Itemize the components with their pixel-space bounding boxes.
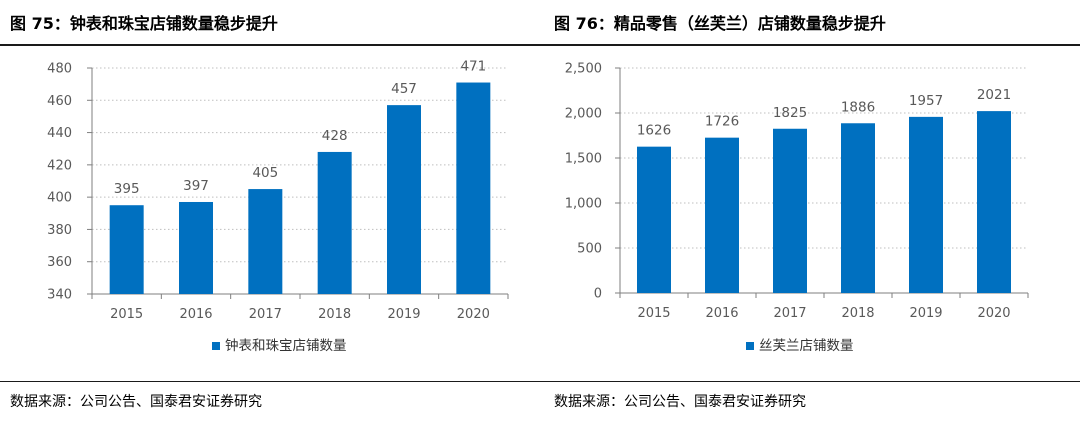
x-tick-label: 2016 [179,307,212,322]
bar-2020 [977,111,1011,293]
figure-title: 图 75：钟表和珠宝店铺数量稳步提升 [10,14,278,33]
bar-2018 [317,151,352,294]
legend: 丝芙兰店铺数量 [746,337,854,354]
bar-2020 [456,82,491,295]
data-label: 1626 [637,123,671,139]
y-tick-label: 500 [577,242,602,257]
x-tick-label: 2015 [637,306,670,321]
legend-swatch [212,342,220,350]
x-tick-label: 2019 [387,307,420,322]
watch-jewelry-store-chart: 340 360 380 400 420 440 460 480 395 2015 397 2016 40… [47,59,509,354]
sephora-store-chart: 0 500 1,000 1,500 2,000 2,500 1626 2015 1726 2016… [565,62,1029,354]
y-tick-label: 1,000 [565,197,602,212]
y-tick-label: 2,000 [565,107,602,122]
y-tick-label: 440 [47,126,72,141]
data-label: 1957 [909,93,943,109]
source-rule [0,381,544,382]
x-tick-label: 2018 [841,306,874,321]
y-tick-label: 340 [47,288,72,303]
x-tick-label: 2019 [909,306,942,321]
data-label: 405 [252,165,278,181]
bar-2017 [773,128,807,293]
data-label: 471 [460,59,486,75]
source-note: 数据来源：公司公告、国泰君安证券研究 [10,394,262,410]
source-rule [544,381,1080,382]
bar-2017 [248,189,283,294]
legend: 钟表和珠宝店铺数量 [212,337,347,354]
y-tick-label: 480 [47,62,72,77]
legend-label: 钟表和珠宝店铺数量 [225,337,347,354]
data-label: 428 [322,128,348,144]
y-tick-label: 460 [47,94,72,109]
source-note: 数据来源：公司公告、国泰君安证券研究 [554,394,806,410]
bar-2015 [637,146,671,293]
data-label: 457 [391,81,417,97]
bar-2016 [705,137,739,293]
y-tick-label: 0 [594,287,602,302]
y-tick-label: 400 [47,191,72,206]
figure-76-panel: 图 76：精品零售（丝芙兰）店铺数量稳步提升 0 500 1,000 1,500 2,0… [544,0,1080,424]
y-tick-label: 2,500 [565,62,602,77]
data-label: 395 [114,181,140,197]
x-tick-label: 2020 [977,306,1010,321]
x-tick-label: 2016 [705,306,738,321]
data-label: 1825 [773,105,807,121]
x-tick-label: 2020 [457,307,490,322]
figure-title: 图 76：精品零售（丝芙兰）店铺数量稳步提升 [554,14,886,33]
bar-2019 [909,116,943,294]
figure-75-panel: 图 75：钟表和珠宝店铺数量稳步提升 340 360 380 400 420 440 460… [0,14,544,410]
x-tick-label: 2018 [318,307,351,322]
data-label: 2021 [977,87,1011,103]
data-label: 397 [183,178,209,194]
bar-2019 [387,105,421,294]
data-label: 1886 [841,99,875,115]
data-label: 1726 [705,114,739,130]
x-tick-label: 2017 [249,307,282,322]
y-tick-label: 360 [47,255,72,270]
title-rule [544,44,1080,46]
x-tick-label: 2017 [773,306,806,321]
legend-swatch [746,342,754,350]
bar-2018 [841,123,875,293]
title-rule [0,44,544,46]
y-tick-label: 1,500 [565,152,602,167]
bar-2016 [179,201,213,294]
y-tick-label: 420 [47,158,72,173]
bar-2015 [109,205,144,294]
legend-label: 丝芙兰店铺数量 [759,337,854,354]
y-tick-label: 380 [47,223,72,238]
x-tick-label: 2015 [110,307,143,322]
